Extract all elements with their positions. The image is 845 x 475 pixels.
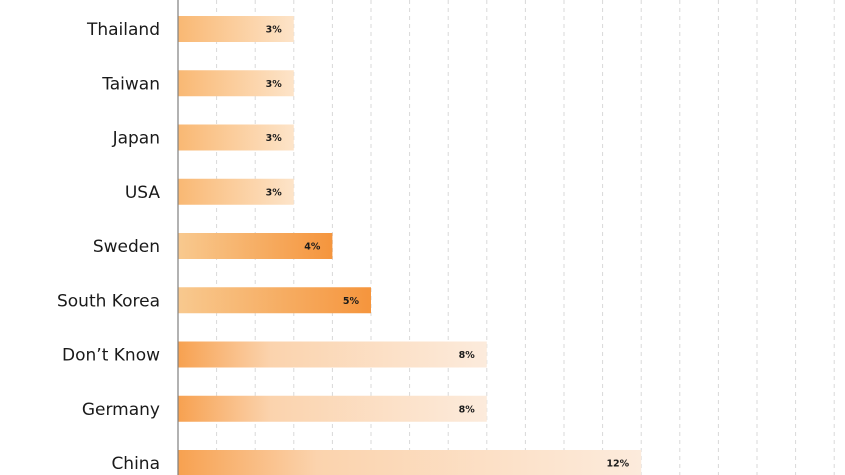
- bar-value-label: 8%: [459, 404, 476, 415]
- category-label: South Korea: [57, 291, 160, 311]
- category-label: Taiwan: [101, 74, 160, 94]
- category-label: Japan: [112, 129, 160, 149]
- bar-thailand: [178, 16, 294, 42]
- category-labels: Thailand Taiwan Japan USA Sweden South Korea D…: [57, 20, 160, 474]
- bar-south-korea: [178, 287, 371, 314]
- bar-value-label: 8%: [459, 350, 476, 361]
- bar-value-label: 3%: [266, 133, 283, 144]
- category-label: Germany: [82, 400, 160, 420]
- bar-taiwan: [178, 70, 294, 97]
- bar-value-label: 5%: [343, 296, 360, 307]
- bar-usa: [178, 178, 294, 205]
- category-label: China: [111, 454, 160, 474]
- bar-value-label: 3%: [266, 187, 283, 198]
- category-label: Don’t Know: [62, 346, 160, 366]
- bar-germany: [178, 395, 487, 422]
- bar-value-label: 4%: [304, 242, 321, 253]
- bar-value-label: 12%: [606, 459, 629, 470]
- bar-japan: [178, 124, 294, 151]
- category-label: USA: [125, 183, 161, 203]
- bars: 3% 3% 3% 3% 4% 5% 8% 8% 12%: [178, 16, 642, 475]
- bar-don-t-know: [178, 341, 487, 368]
- bar-value-label: 3%: [266, 25, 283, 36]
- bar-sweden: [178, 233, 333, 259]
- category-label: Thailand: [86, 20, 160, 40]
- category-label: Sweden: [93, 237, 160, 257]
- bar-china: [178, 450, 642, 475]
- bar-value-label: 3%: [266, 79, 283, 90]
